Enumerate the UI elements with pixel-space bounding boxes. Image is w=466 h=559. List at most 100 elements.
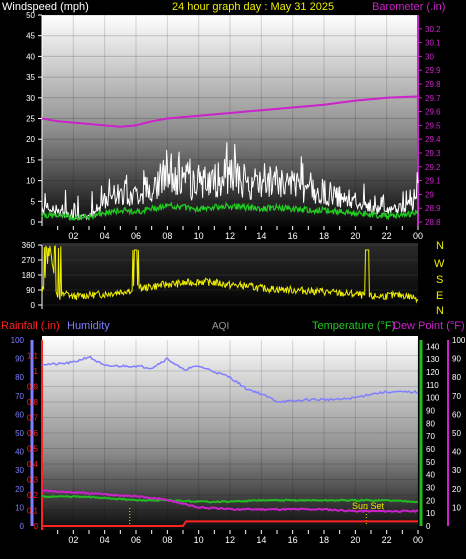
rainfall-tick-label: 0.1 xyxy=(27,507,39,516)
top-x-tick-label: 10 xyxy=(194,231,204,241)
dew-point-tick-label: 40 xyxy=(452,448,461,457)
temperature-tick-label: 30 xyxy=(426,484,435,493)
bottom-x-tick-label: 10 xyxy=(194,535,204,545)
dew-point-tick-label: 80 xyxy=(452,373,461,382)
top-x-tick-label: 08 xyxy=(162,231,172,241)
dew-point-tick-label: 70 xyxy=(452,392,461,401)
direction-plot-area xyxy=(42,243,418,311)
barometer-tick-label: 29.5 xyxy=(425,121,441,130)
temperature-tick-label: 80 xyxy=(426,419,435,428)
windspeed-tick-label: 0 xyxy=(31,218,36,227)
barometer-tick-label: 29.2 xyxy=(425,163,441,172)
dew-point-axis-label: Dew Point (°F) xyxy=(393,320,465,332)
windspeed-tick-label: 5 xyxy=(31,197,36,206)
barometer-tick-label: 29.4 xyxy=(425,135,441,144)
temperature-tick-label: 120 xyxy=(426,368,440,377)
humidity-tick-label: 100 xyxy=(11,336,25,345)
top-x-tick-label: 18 xyxy=(319,231,329,241)
barometer-tick-label: 30 xyxy=(425,52,434,61)
direction-tick-label: 0 xyxy=(31,301,36,310)
top-plot-area xyxy=(42,15,418,227)
windspeed-tick-label: 25 xyxy=(26,115,35,124)
rainfall-tick-label: 1 xyxy=(34,367,39,376)
top-x-tick-label: 02 xyxy=(68,231,78,241)
humidity-tick-label: 30 xyxy=(15,466,24,475)
bottom-x-tick-label: 04 xyxy=(100,535,110,545)
barometer-tick-label: 30.1 xyxy=(425,39,441,48)
temperature-tick-label: 0 xyxy=(426,522,431,531)
bottom-x-tick-label: 06 xyxy=(131,535,141,545)
humidity-tick-label: 40 xyxy=(15,448,24,457)
rainfall-tick-label: 0.2 xyxy=(27,491,39,500)
bottom-x-tick-label: 02 xyxy=(68,535,78,545)
rainfall-series-line xyxy=(42,520,418,527)
rainfall-tick-label: 0.6 xyxy=(27,429,39,438)
bottom-x-tick-label: 00 xyxy=(413,535,423,545)
windspeed-series-line xyxy=(41,142,419,221)
barometer-tick-label: 29 xyxy=(425,190,434,199)
dew-point-tick-label: 20 xyxy=(452,485,461,494)
windspeed-tick-label: 10 xyxy=(26,177,35,186)
sunset-label: Sun Set xyxy=(352,501,385,511)
top-x-tick-label: 14 xyxy=(256,231,266,241)
bottom-x-tick-label: 16 xyxy=(288,535,298,545)
dew-point-tick-label: 50 xyxy=(452,429,461,438)
windspeed-tick-label: 20 xyxy=(26,135,35,144)
dew-point-tick-label: 30 xyxy=(452,466,461,475)
top-x-tick-label: 06 xyxy=(131,231,141,241)
barometer-tick-label: 29.1 xyxy=(425,177,441,186)
top-x-tick-label: 22 xyxy=(382,231,392,241)
temperature-axis-label: Temperature (°F) xyxy=(312,320,395,332)
barometer-tick-label: 28.8 xyxy=(425,218,441,227)
humidity-axis-label: Humidity xyxy=(67,320,110,332)
rainfall-tick-label: 0.5 xyxy=(27,445,39,454)
top-x-tick-label: 04 xyxy=(100,231,110,241)
windspeed-axis-label: Windspeed (mph) xyxy=(2,1,89,13)
barometer-tick-label: 29.7 xyxy=(425,94,441,103)
bottom-x-tick-label: 12 xyxy=(225,535,235,545)
rainfall-axis-label: Rainfall (.in) xyxy=(1,320,60,332)
humidity-tick-label: 60 xyxy=(15,410,24,419)
barometer-series-line xyxy=(41,95,419,128)
bottom-x-tick-label: 08 xyxy=(162,535,172,545)
humidity-tick-label: 80 xyxy=(15,373,24,382)
compass-label-e: E xyxy=(436,290,443,302)
humidity-tick-label: 70 xyxy=(15,392,24,401)
top-x-tick-label: 12 xyxy=(225,231,235,241)
temperature-tick-label: 140 xyxy=(426,342,440,351)
humidity-tick-label: 50 xyxy=(15,429,24,438)
temperature-tick-label: 90 xyxy=(426,407,435,416)
dew-point-tick-label: 90 xyxy=(452,355,461,364)
barometer-tick-label: 30.2 xyxy=(425,25,441,34)
rainfall-tick-label: 0.7 xyxy=(27,414,39,423)
temperature-tick-label: 70 xyxy=(426,432,435,441)
dew-point-series-line xyxy=(41,489,419,514)
humidity-tick-label: 90 xyxy=(15,355,24,364)
windspeed-tick-label: 50 xyxy=(26,11,35,20)
bottom-x-tick-label: 20 xyxy=(350,535,360,545)
top-x-tick-label: 00 xyxy=(413,231,423,241)
barometer-tick-label: 29.9 xyxy=(425,66,441,75)
dew-point-tick-label: 100 xyxy=(452,336,466,345)
barometer-tick-label: 29.3 xyxy=(425,149,441,158)
humidity-tick-label: 20 xyxy=(15,485,24,494)
bottom-x-tick-label: 22 xyxy=(382,535,392,545)
temperature-tick-label: 50 xyxy=(426,458,435,467)
direction-tick-label: 360 xyxy=(22,241,36,250)
direction-tick-label: 90 xyxy=(26,286,35,295)
barometer-tick-label: 29.6 xyxy=(425,108,441,117)
compass-label-n2: N xyxy=(436,305,444,317)
top-x-tick-label: 16 xyxy=(288,231,298,241)
windspeed-tick-label: 40 xyxy=(26,52,35,61)
compass-label-n1: N xyxy=(436,240,444,252)
temperature-tick-label: 40 xyxy=(426,471,435,480)
barometer-axis-label: Barometer (.in) xyxy=(372,1,445,13)
humidity-tick-label: 0 xyxy=(20,522,25,531)
rainfall-tick-label: 0.4 xyxy=(27,460,39,469)
windspeed-tick-label: 30 xyxy=(26,94,35,103)
temperature-tick-label: 10 xyxy=(426,509,435,518)
windspeed-tick-label: 45 xyxy=(26,32,35,41)
dew-point-tick-label: 60 xyxy=(452,410,461,419)
